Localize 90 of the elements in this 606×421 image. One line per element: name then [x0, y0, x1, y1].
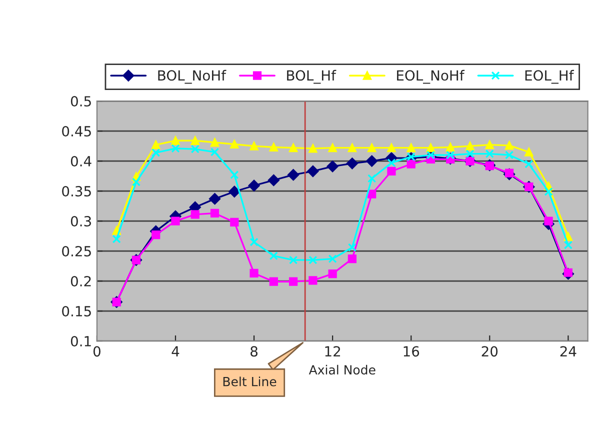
point — [228, 186, 240, 198]
point — [230, 218, 239, 227]
point — [504, 168, 514, 178]
point — [466, 142, 474, 150]
point — [406, 160, 416, 168]
point — [348, 254, 357, 264]
y-tick-label: 0.4 — [70, 156, 92, 167]
point — [210, 138, 220, 147]
point — [288, 144, 298, 152]
point — [269, 142, 278, 152]
point — [288, 169, 300, 181]
point — [288, 277, 298, 286]
point — [230, 140, 239, 149]
point — [250, 142, 258, 150]
point — [307, 165, 319, 177]
point — [152, 230, 160, 240]
point — [171, 144, 180, 153]
y-tick-label: 0.5 — [70, 96, 91, 107]
point — [288, 256, 298, 264]
x-tick-label: 12 — [325, 346, 340, 356]
y-tick-label: 0.15 — [62, 306, 91, 316]
point — [328, 270, 337, 278]
y-tick-label: 0.35 — [62, 186, 91, 197]
legend-label: EOL_Hf — [525, 70, 574, 84]
y-tick-label: 0.2 — [70, 276, 91, 286]
point — [190, 136, 200, 145]
point — [406, 152, 416, 162]
point — [346, 158, 358, 170]
point — [544, 216, 553, 226]
point — [230, 170, 239, 180]
point — [152, 148, 160, 157]
x-axis-title: Axial Node — [308, 364, 376, 375]
point — [387, 158, 396, 168]
point — [544, 187, 553, 196]
point — [308, 256, 318, 264]
x-tick-label: 24 — [560, 346, 576, 356]
point — [152, 140, 160, 150]
point — [504, 141, 514, 150]
point — [426, 144, 436, 152]
point — [269, 252, 278, 260]
x-tick-label: 4 — [172, 346, 180, 356]
point — [328, 254, 337, 264]
point — [446, 142, 455, 152]
point — [308, 144, 318, 153]
legend-label: BOL_Hf — [287, 70, 336, 84]
point — [406, 144, 416, 152]
legend-label: EOL_NoHf — [397, 70, 465, 84]
point — [485, 140, 494, 150]
point — [368, 144, 376, 152]
point — [190, 210, 200, 219]
point — [112, 234, 121, 244]
x-tick-label: 0 — [93, 346, 100, 357]
point — [210, 148, 220, 156]
point — [308, 276, 318, 285]
point — [326, 160, 338, 172]
point — [387, 166, 396, 176]
point — [348, 144, 357, 152]
point — [210, 208, 220, 218]
y-tick-label: 0.25 — [62, 246, 91, 256]
x-tick-label: 16 — [404, 346, 420, 357]
point — [504, 150, 514, 160]
y-tick-label: 0.45 — [62, 126, 91, 137]
point — [171, 136, 180, 145]
point — [190, 144, 200, 154]
point — [466, 150, 474, 158]
point — [564, 240, 572, 250]
point — [524, 160, 534, 168]
point — [132, 178, 141, 186]
point — [368, 174, 376, 183]
point — [387, 144, 396, 152]
point — [209, 193, 221, 205]
point — [524, 148, 534, 156]
point — [348, 243, 357, 252]
point — [485, 150, 494, 158]
point — [171, 216, 180, 226]
point — [368, 190, 376, 198]
y-tick-label: 0.3 — [70, 216, 91, 226]
point — [366, 155, 378, 167]
point — [250, 238, 258, 246]
point — [268, 174, 280, 186]
y-tick-label: 0.1 — [70, 336, 91, 346]
x-tick-label: 20 — [482, 346, 498, 357]
point — [248, 180, 260, 192]
point — [250, 268, 258, 278]
x-tick-label: 8 — [250, 346, 258, 357]
legend-label: BOL_NoHf — [158, 70, 226, 84]
text: Belt Line — [223, 376, 276, 386]
point — [328, 144, 337, 152]
point — [426, 150, 436, 160]
point — [269, 277, 278, 286]
